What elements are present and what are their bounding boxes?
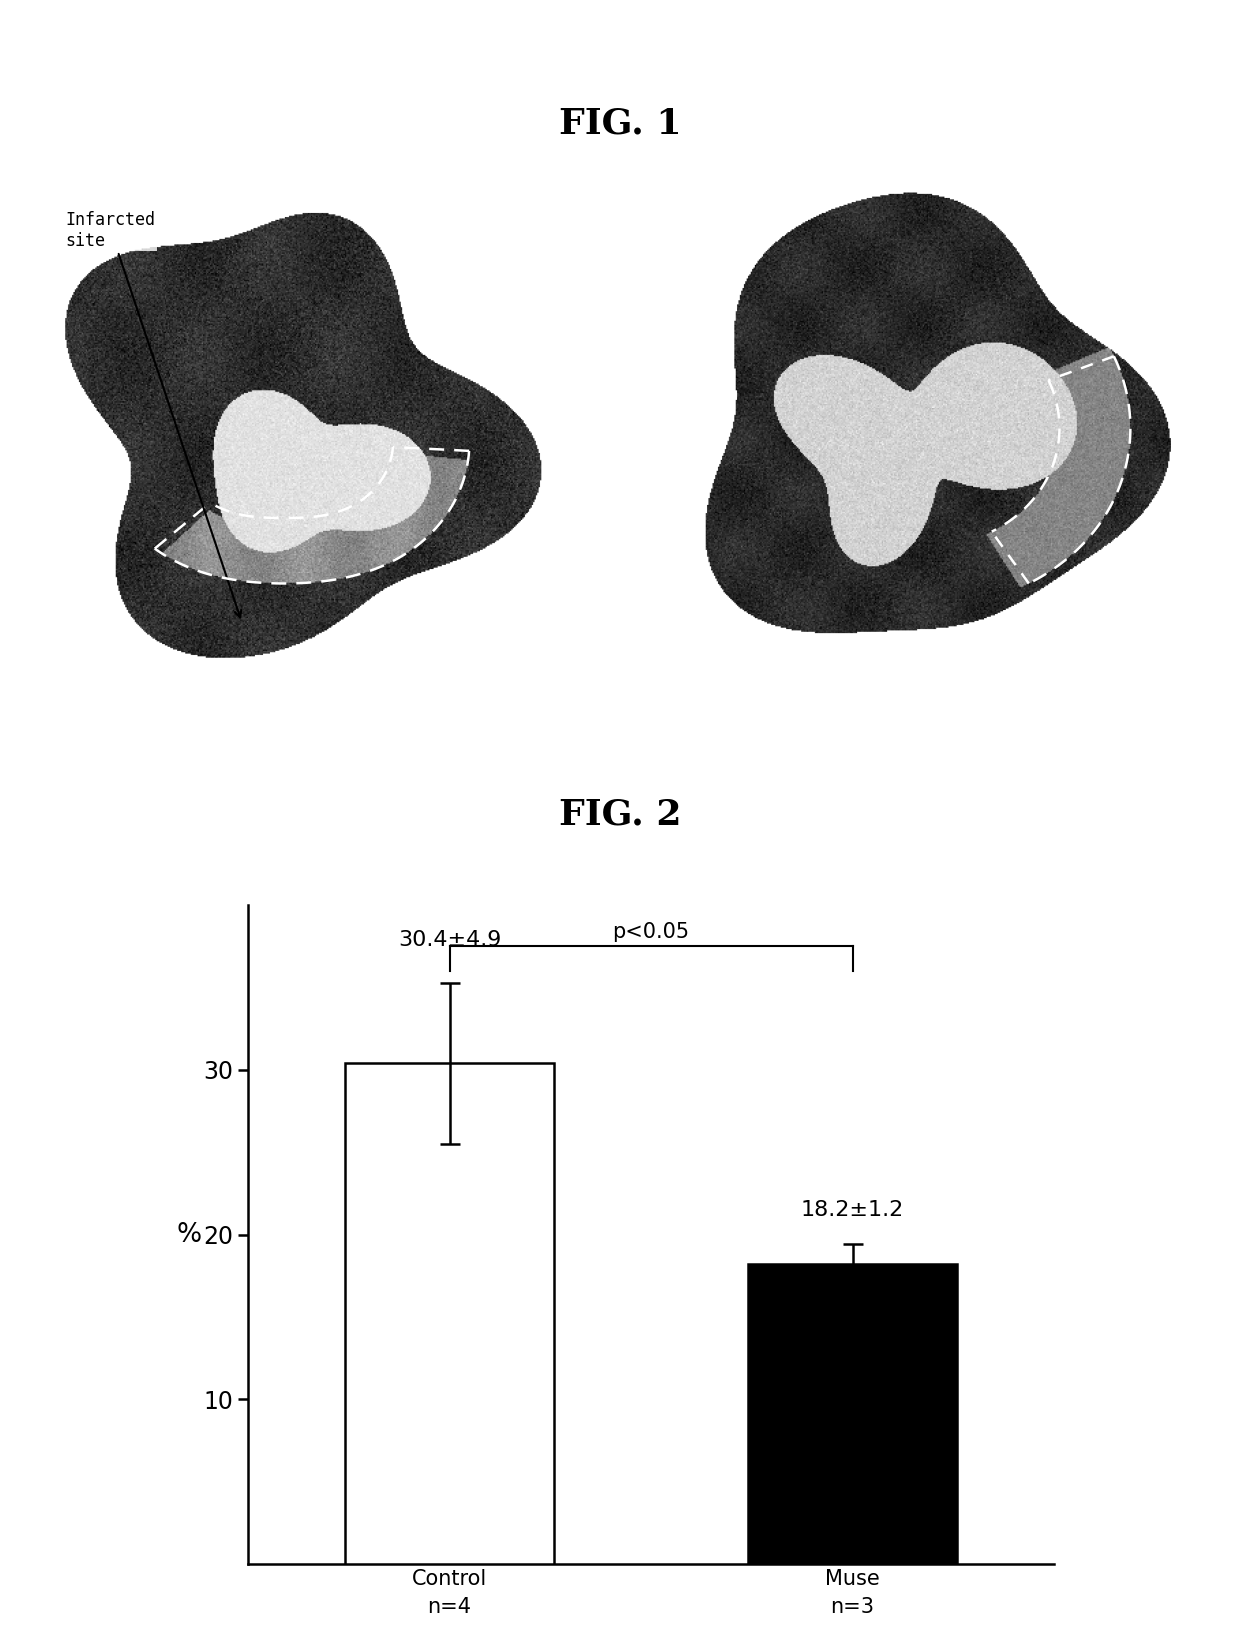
Text: Infarcted
site: Infarcted site	[66, 211, 242, 617]
Text: FIG. 2: FIG. 2	[559, 798, 681, 831]
Text: 18.2±1.2: 18.2±1.2	[801, 1200, 904, 1220]
Text: FIG. 1: FIG. 1	[559, 107, 681, 140]
Bar	[345, 1063, 554, 1564]
Text: p<0.05: p<0.05	[613, 922, 689, 942]
Text: 30.4±4.9: 30.4±4.9	[398, 930, 501, 950]
Y-axis label: %: %	[177, 1221, 202, 1248]
Bar	[748, 1264, 957, 1564]
